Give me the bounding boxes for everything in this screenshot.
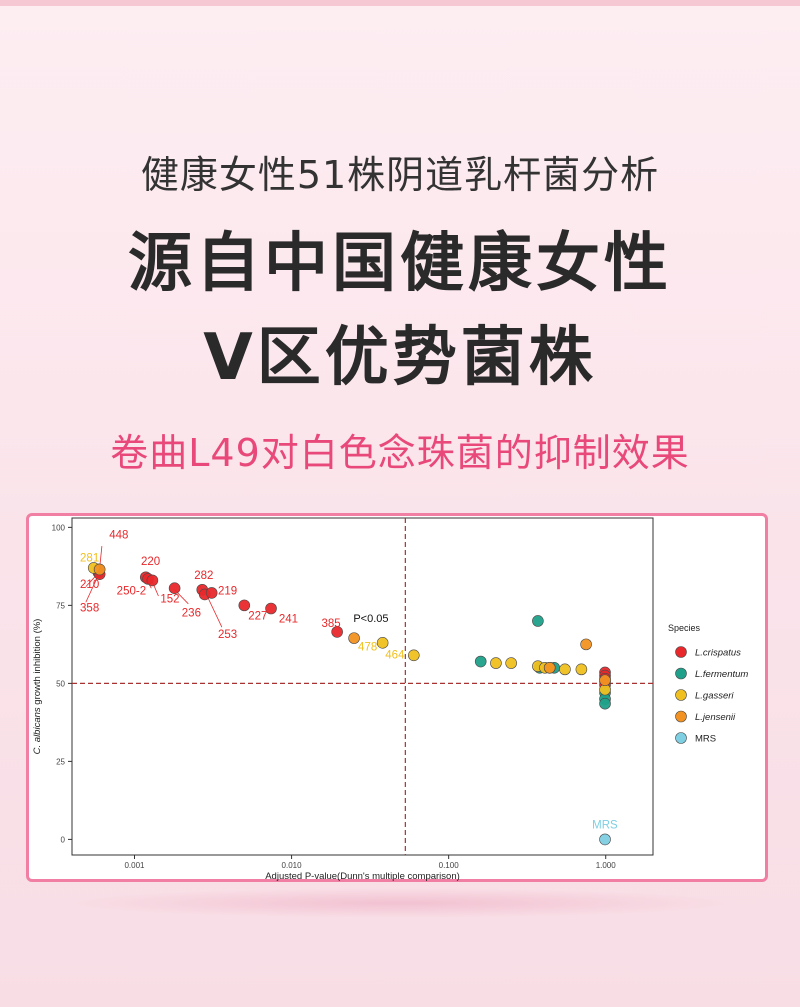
point-l-fermentum bbox=[532, 615, 544, 627]
x-tick-label: 0.001 bbox=[124, 861, 145, 870]
strain-label: 250-2 bbox=[117, 585, 146, 597]
point-l-jensenii bbox=[543, 661, 556, 674]
y-axis-label-rest: growth inhibition (%) bbox=[32, 619, 43, 708]
scatter-chart: 0 25 50 75 100 0.001 0.010 0.100 1.000 Adjusted P… bbox=[32, 517, 748, 882]
x-axis-label: Adjusted P-value(Dunn's multiple compari… bbox=[265, 871, 460, 882]
x-tick-label: 1.000 bbox=[596, 861, 617, 870]
headline-line2: V区优势菌株 bbox=[203, 321, 597, 395]
y-tick-label: 0 bbox=[61, 835, 66, 844]
point-l-gasseri bbox=[490, 657, 502, 669]
legend-swatch-l-crispatus bbox=[675, 646, 687, 658]
strain-label: 236 bbox=[182, 607, 201, 619]
point-l-crispatus bbox=[331, 626, 343, 638]
y-tick-label: 50 bbox=[56, 679, 65, 688]
point-l-gasseri bbox=[559, 663, 571, 676]
strain-label: 358 bbox=[80, 603, 99, 615]
strain-label: 152 bbox=[160, 593, 179, 605]
x-tick-label: 0.010 bbox=[282, 861, 303, 870]
legend-label: L.gasseri bbox=[695, 691, 734, 702]
x-tick-label: 0.100 bbox=[439, 861, 460, 870]
strain-label: 464 bbox=[385, 649, 405, 661]
strain-label: 219 bbox=[218, 585, 237, 597]
point-l-jensenii bbox=[580, 638, 592, 651]
point-l-gasseri bbox=[408, 649, 420, 662]
legend-label: L.fermentum bbox=[695, 669, 748, 680]
point-l-jensenii bbox=[599, 674, 611, 687]
headline-line1: 源自中国健康女性 bbox=[128, 227, 672, 301]
strain-label: 478 bbox=[358, 642, 377, 654]
strain-label: 281 bbox=[80, 553, 99, 565]
legend-swatch-mrs bbox=[675, 732, 687, 744]
legend-label: L.jensenii bbox=[695, 712, 736, 723]
strain-label: MRS bbox=[592, 819, 618, 831]
point-l-gasseri bbox=[575, 663, 588, 676]
strain-label: 227 bbox=[248, 610, 267, 622]
point-l-fermentum bbox=[599, 697, 611, 710]
point-l-crispatus bbox=[265, 602, 277, 615]
strain-label: 448 bbox=[109, 529, 128, 541]
tagline: 卷曲L49对白色念珠菌的抑制效果 bbox=[110, 431, 690, 475]
label-leader bbox=[85, 577, 98, 603]
y-axis-label: C. albicans growth inhibition (%) bbox=[32, 619, 43, 755]
top-band bbox=[0, 0, 800, 6]
y-tick-label: 100 bbox=[52, 523, 66, 532]
point-l-gasseri bbox=[505, 657, 517, 669]
legend-swatch-l-fermentum bbox=[675, 667, 687, 680]
point-l-crispatus bbox=[238, 599, 251, 612]
label-leader bbox=[206, 595, 223, 628]
strain-label: 210 bbox=[80, 579, 99, 591]
point-l-crispatus bbox=[146, 574, 159, 587]
point-l-jensenii bbox=[348, 632, 360, 644]
legend-title: Species bbox=[668, 623, 701, 633]
strain-label: 241 bbox=[279, 614, 298, 626]
card-shadow bbox=[60, 888, 740, 918]
significance-annotation: P<0.05 bbox=[353, 613, 388, 625]
point-l-fermentum bbox=[474, 655, 487, 668]
point-l-crispatus bbox=[168, 582, 181, 595]
point-l-jensenii bbox=[93, 563, 106, 576]
point-l-crispatus bbox=[205, 587, 218, 599]
strain-label: 253 bbox=[218, 629, 237, 641]
subtitle: 健康女性51株阴道乳杆菌分析 bbox=[140, 153, 660, 197]
point-l-gasseri bbox=[376, 637, 389, 649]
strain-label: 282 bbox=[194, 570, 213, 582]
strain-label: 385 bbox=[321, 618, 340, 630]
plot-frame bbox=[71, 517, 654, 856]
y-tick-label: 25 bbox=[56, 757, 65, 766]
y-axis-label-species: C. albicans bbox=[32, 707, 43, 754]
y-tick-label: 75 bbox=[56, 601, 65, 610]
point-mrs bbox=[599, 833, 611, 846]
legend-label: MRS bbox=[695, 734, 716, 745]
legend-label: L.crispatus bbox=[695, 648, 741, 659]
legend-swatch-l-jensenii bbox=[675, 710, 687, 723]
strain-label: 220 bbox=[141, 556, 160, 568]
legend-swatch-l-gasseri bbox=[675, 689, 687, 701]
